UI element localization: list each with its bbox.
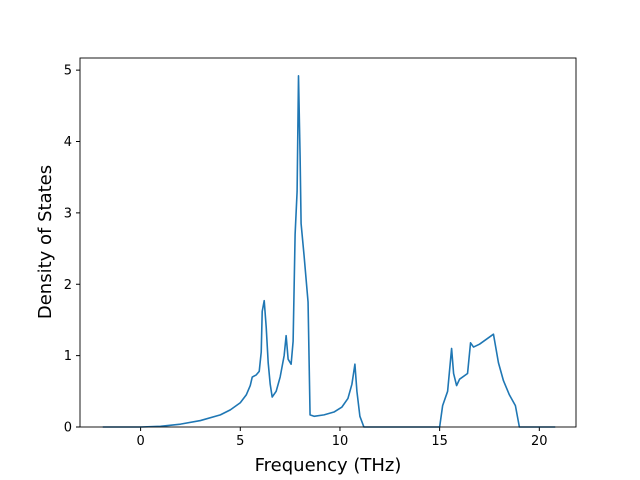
y-tick-label: 4 (64, 135, 72, 150)
y-axis-label: Density of States (35, 165, 56, 319)
axes-frame (79, 57, 577, 428)
y-tick-label: 5 (64, 64, 72, 79)
x-tick-label: 5 (236, 434, 244, 449)
y-tick-label: 3 (64, 206, 72, 221)
x-tick-label: 20 (531, 434, 548, 449)
x-axis-label: Frequency (THz) (255, 455, 402, 476)
x-tick-label: 10 (332, 434, 349, 449)
x-tick-label: 0 (136, 434, 144, 449)
x-tick-label: 15 (431, 434, 448, 449)
y-tick-label: 2 (64, 278, 72, 293)
y-tick-label: 0 (64, 421, 72, 436)
y-tick-label: 1 (64, 349, 72, 364)
dos-line (102, 75, 556, 428)
